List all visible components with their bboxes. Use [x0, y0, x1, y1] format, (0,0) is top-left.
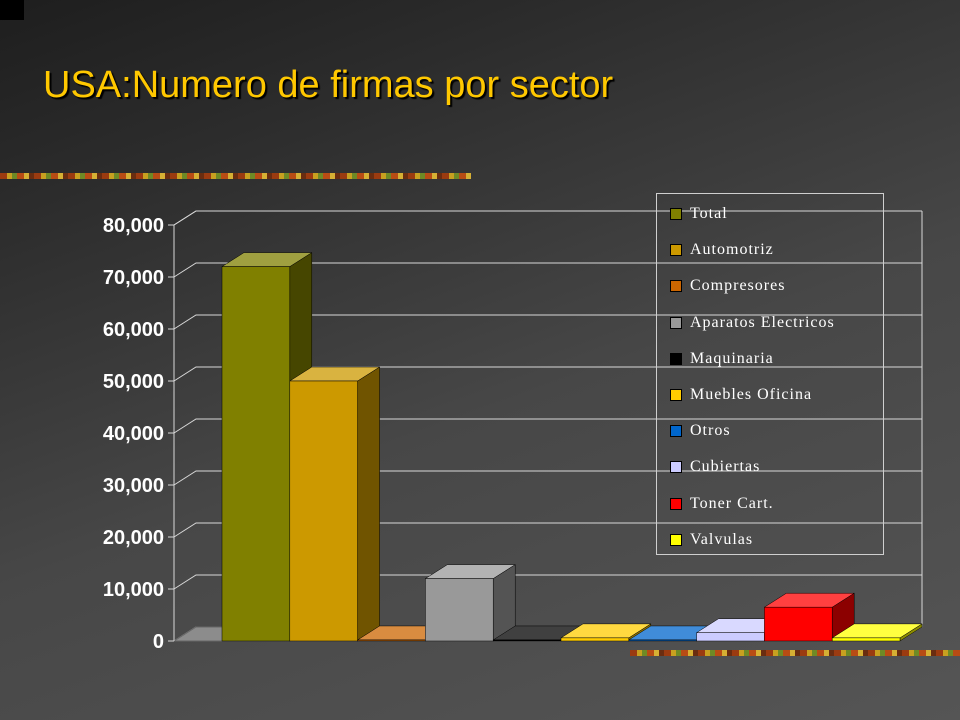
- legend-swatch: [670, 389, 682, 401]
- y-tick-label: 30,000: [103, 475, 164, 497]
- legend-item: Compresores: [670, 275, 785, 297]
- decorative-bar-top: [0, 173, 471, 179]
- legend-swatch: [670, 533, 682, 546]
- y-tick-label: 70,000: [103, 267, 164, 289]
- legend-swatch: [670, 425, 682, 438]
- legend-swatch: [670, 497, 682, 510]
- legend-item: Maquinaria: [670, 348, 774, 370]
- y-tick-label: 40,000: [103, 423, 164, 445]
- legend-label: Maquinaria: [690, 349, 774, 367]
- bars: [221, 252, 923, 642]
- gridline: [173, 418, 922, 434]
- slide-title: USA:Numero de firmas por sector: [43, 64, 614, 106]
- bar-front: [221, 266, 291, 642]
- bar-front: [696, 632, 765, 642]
- legend: Total Automotriz Compresores Aparatos Elect…: [656, 193, 884, 555]
- bar-valvulas: [831, 623, 923, 642]
- legend-item: Otros: [670, 420, 731, 442]
- y-tick-label: 0: [153, 631, 164, 653]
- bar-front: [357, 639, 426, 642]
- bar-front: [492, 639, 562, 642]
- legend-item: Total: [670, 203, 728, 225]
- legend-swatch: [670, 244, 682, 257]
- bar-front: [425, 578, 494, 642]
- legend-item: Toner Cart.: [670, 493, 774, 515]
- legend-label: Automotriz: [690, 241, 774, 259]
- bar-front: [628, 639, 697, 642]
- legend-swatch: [670, 208, 682, 220]
- gridline: [173, 522, 922, 538]
- gridline: [173, 314, 922, 330]
- corner-mark: [0, 0, 24, 20]
- gridline: [173, 574, 922, 590]
- decorative-bar-bottom: [630, 650, 960, 656]
- bar-muebles-oficina: [560, 623, 652, 642]
- legend-swatch: [670, 352, 682, 365]
- bar-front: [764, 606, 833, 642]
- y-tick-label: 50,000: [103, 371, 164, 393]
- legend-label: Total: [690, 205, 728, 222]
- legend-label: Cubiertas: [690, 458, 761, 476]
- y-tick-label: 10,000: [103, 579, 164, 601]
- y-tick-label: 20,000: [103, 527, 164, 549]
- y-tick-label: 60,000: [103, 319, 164, 341]
- legend-item: Valvulas: [670, 529, 753, 551]
- y-axis: 0 10,000 20,000 30,000 40,000 50,000 60,000 70,…: [103, 215, 175, 653]
- bar-front: [560, 637, 630, 642]
- legend-label: Valvulas: [690, 530, 754, 548]
- legend-item: Muebles Oficina: [670, 384, 812, 406]
- legend-item: Automotriz: [670, 239, 774, 261]
- legend-label: Otros: [690, 422, 731, 440]
- bar-automotriz: [288, 366, 381, 642]
- gridline: [173, 366, 922, 382]
- legend-label: Compresores: [690, 277, 786, 295]
- legend-label: Aparatos Electricos: [690, 313, 835, 331]
- legend-label: Muebles Oficina: [690, 386, 813, 403]
- legend-swatch: [670, 316, 682, 329]
- legend-swatch: [670, 280, 682, 293]
- legend-swatch: [670, 461, 682, 474]
- bar-aparatos-electricos: [424, 564, 517, 642]
- gridline: [173, 262, 922, 278]
- legend-label: Toner Cart.: [690, 494, 774, 512]
- bar-front: [831, 637, 901, 642]
- bar-side: [357, 366, 380, 642]
- legend-item: Aparatos Electricos: [670, 312, 835, 334]
- bar-front: [289, 380, 358, 642]
- y-tick-label: 80,000: [103, 215, 164, 237]
- legend-item: Cubiertas: [670, 456, 760, 478]
